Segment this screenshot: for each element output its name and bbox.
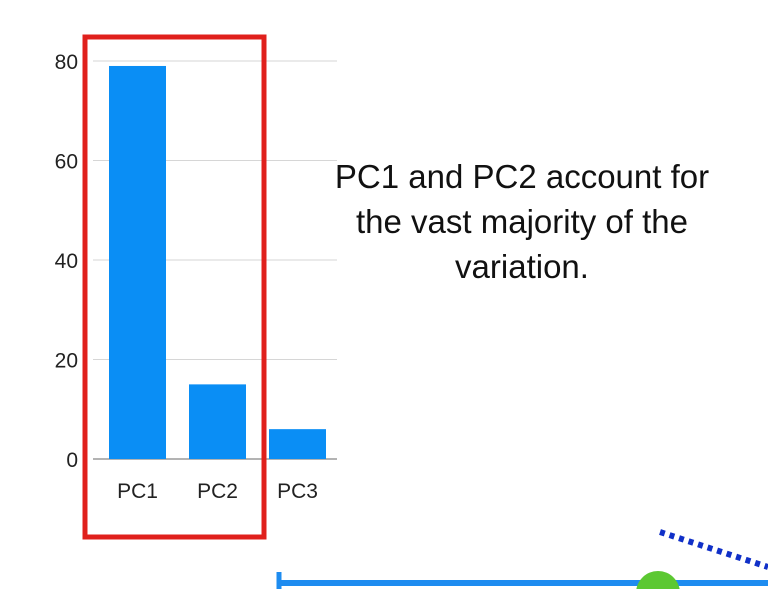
annotation-text: PC1 and PC2 account for the vast majorit… bbox=[296, 154, 748, 289]
dotted-line-partial bbox=[659, 529, 768, 570]
annotation-line: variation. bbox=[455, 248, 589, 285]
x-category-label: PC3 bbox=[277, 480, 318, 503]
highlight-box bbox=[82, 34, 267, 540]
y-tick-label: 40 bbox=[55, 250, 78, 273]
bars bbox=[109, 65, 326, 459]
y-axis-tick-labels: 0 20 40 60 80 bbox=[55, 51, 78, 472]
annotation-line: the vast majority of the bbox=[356, 203, 688, 240]
y-tick-label: 20 bbox=[55, 350, 78, 373]
bar-pc2 bbox=[189, 384, 246, 459]
x-category-label: PC1 bbox=[117, 480, 158, 503]
x-axis-category-labels: PC1 PC2 PC3 bbox=[117, 480, 318, 503]
y-tick-label: 0 bbox=[66, 449, 78, 472]
x-category-label: PC2 bbox=[197, 480, 238, 503]
y-tick-label: 80 bbox=[55, 51, 78, 74]
annotation-line: PC1 and PC2 account for bbox=[334, 158, 710, 195]
y-tick-label: 60 bbox=[55, 151, 78, 174]
bar-pc1 bbox=[109, 65, 166, 459]
bar-pc3 bbox=[269, 429, 326, 459]
green-point-marker-partial bbox=[636, 571, 680, 589]
